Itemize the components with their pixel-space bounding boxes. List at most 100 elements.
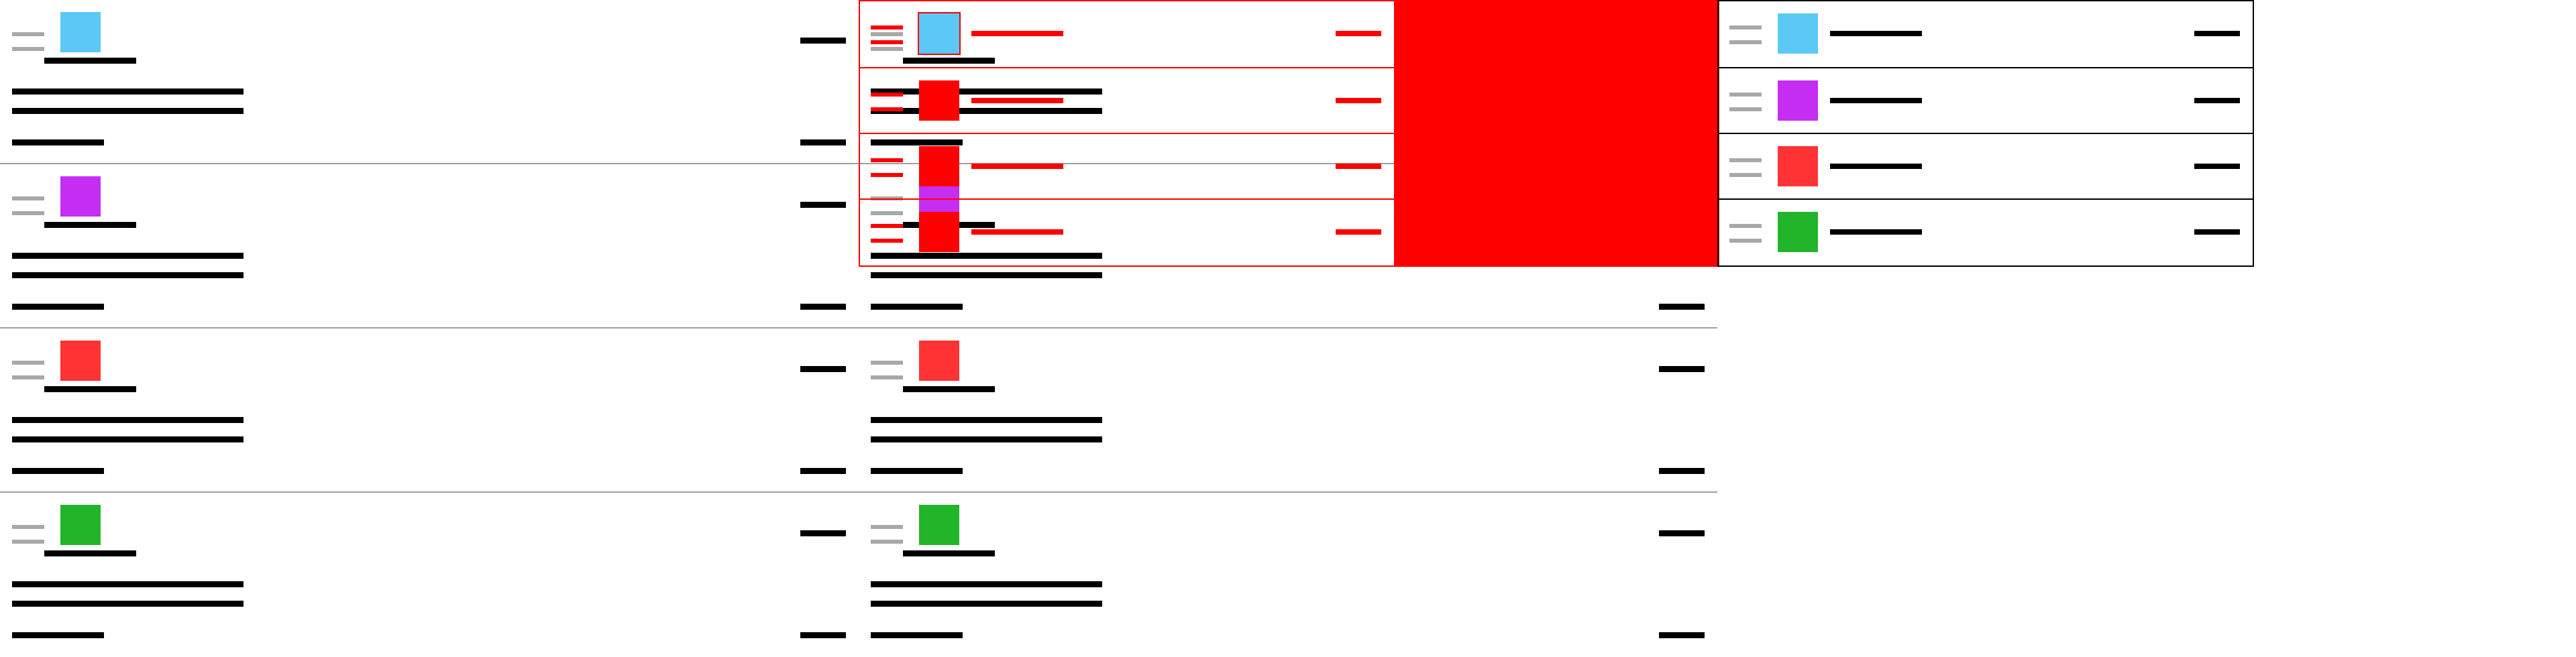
item-meta xyxy=(1659,632,1705,638)
item-name xyxy=(44,222,136,228)
item-description-line xyxy=(871,253,1102,259)
drag-handle-line xyxy=(1729,173,1762,177)
item-name xyxy=(903,550,995,556)
item-description-line xyxy=(12,88,244,95)
item-description-line xyxy=(12,272,244,278)
drag-handle-icon[interactable] xyxy=(1729,93,1762,111)
list-item-right[interactable] xyxy=(1719,133,2253,198)
color-swatch xyxy=(1778,212,1818,252)
drag-handle-icon[interactable] xyxy=(1729,224,1762,243)
list-item[interactable] xyxy=(0,493,859,657)
item-description-line xyxy=(871,417,1102,423)
drag-handle-icon[interactable] xyxy=(871,361,903,379)
list-item-overlay[interactable] xyxy=(860,1,1394,67)
reorderable-list-left xyxy=(0,0,859,656)
item-value xyxy=(1336,31,1381,36)
item-description-line xyxy=(871,108,1102,114)
drag-handle-line xyxy=(871,540,903,544)
row-divider xyxy=(0,491,859,493)
drag-handle-line xyxy=(871,211,903,215)
color-swatch xyxy=(60,12,101,52)
row-divider xyxy=(0,163,859,164)
drag-overlay-fill xyxy=(1395,0,1719,267)
drag-handle-line xyxy=(12,211,44,215)
item-name xyxy=(903,386,995,392)
drag-handle-line xyxy=(12,196,44,200)
drag-handle-line xyxy=(12,47,44,51)
list-item[interactable] xyxy=(0,328,859,493)
drag-overlay-list[interactable] xyxy=(859,0,1395,267)
drag-handle-line xyxy=(1729,107,1762,111)
drag-handle-line xyxy=(12,525,44,529)
item-name xyxy=(1830,31,1922,36)
item-value xyxy=(800,366,846,372)
item-description-line xyxy=(12,601,244,607)
item-meta xyxy=(800,139,846,145)
item-footer xyxy=(871,632,963,638)
list-item[interactable] xyxy=(0,164,859,328)
drag-handle-icon[interactable] xyxy=(12,525,44,544)
item-name xyxy=(971,229,1063,235)
drag-handle-icon[interactable] xyxy=(871,224,903,243)
list-item-overlay[interactable] xyxy=(860,198,1394,264)
drag-handle-line xyxy=(871,93,903,97)
drag-handle-line xyxy=(12,375,44,379)
color-swatch xyxy=(1778,80,1818,121)
item-footer xyxy=(871,139,963,145)
drag-handle-icon[interactable] xyxy=(871,93,903,111)
list-item-overlay[interactable] xyxy=(860,67,1394,133)
drag-handle-line xyxy=(12,361,44,365)
color-swatch xyxy=(60,505,101,545)
item-meta xyxy=(800,304,846,310)
drag-handle-icon[interactable] xyxy=(871,158,903,177)
item-meta xyxy=(1659,468,1705,474)
color-swatch xyxy=(60,176,101,217)
color-swatch xyxy=(1778,146,1818,186)
drag-handle-line xyxy=(1729,224,1762,228)
item-description-line xyxy=(871,601,1102,607)
drag-handle-line xyxy=(12,540,44,544)
list-item-right[interactable] xyxy=(1719,67,2253,133)
drag-handle-line xyxy=(871,40,903,44)
item-value xyxy=(1336,229,1381,235)
color-swatch xyxy=(918,12,961,55)
item-name xyxy=(1830,98,1922,103)
list-item[interactable] xyxy=(859,493,1717,657)
drag-handle-icon[interactable] xyxy=(871,25,903,44)
drag-handle-icon[interactable] xyxy=(12,196,44,215)
list-item-right[interactable] xyxy=(1719,1,2253,67)
drag-handle-line xyxy=(871,361,903,365)
drag-handle-icon[interactable] xyxy=(12,32,44,51)
item-footer xyxy=(871,304,963,310)
drag-handle-line xyxy=(871,224,903,228)
list-item-overlay[interactable] xyxy=(860,133,1394,198)
list-item-right[interactable] xyxy=(1719,198,2253,264)
item-meta xyxy=(800,468,846,474)
item-name xyxy=(1830,164,1922,169)
list-item[interactable] xyxy=(0,0,859,164)
item-value xyxy=(800,202,846,208)
drag-handle-line xyxy=(1729,239,1762,243)
reorderable-list-right xyxy=(1717,0,2254,267)
drag-handle-line xyxy=(871,173,903,177)
drag-handle-line xyxy=(871,107,903,111)
item-meta xyxy=(800,632,846,638)
item-name xyxy=(1830,229,1922,235)
item-description-line xyxy=(12,417,244,423)
drag-handle-icon[interactable] xyxy=(1729,158,1762,177)
item-value xyxy=(2194,229,2240,235)
drag-handle-icon[interactable] xyxy=(1729,25,1762,44)
drag-handle-line xyxy=(871,32,903,36)
item-footer xyxy=(12,468,104,474)
drag-handle-icon[interactable] xyxy=(12,361,44,379)
drag-handle-icon[interactable] xyxy=(871,32,903,51)
drag-handle-icon[interactable] xyxy=(871,525,903,544)
drag-handle-line xyxy=(871,158,903,162)
list-item[interactable] xyxy=(859,328,1717,493)
item-footer xyxy=(12,632,104,638)
color-swatch xyxy=(919,80,959,121)
item-description-line xyxy=(871,272,1102,278)
item-value xyxy=(1336,164,1381,169)
item-meta xyxy=(1659,304,1705,310)
item-value xyxy=(800,530,846,536)
